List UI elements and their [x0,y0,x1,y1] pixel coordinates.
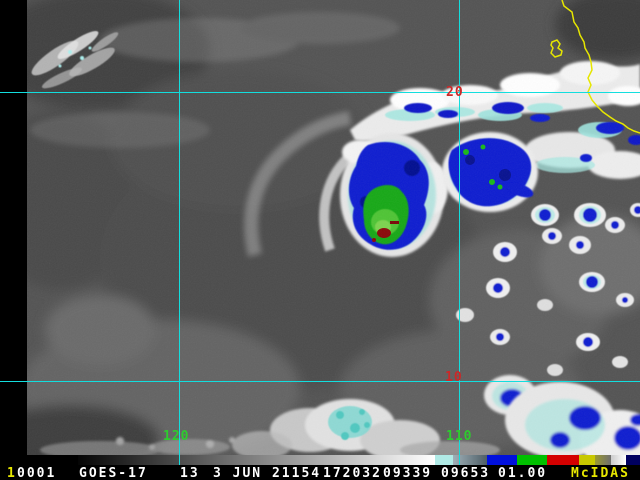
gridline-extension-110w [459,455,460,465]
parallel-10n [0,381,640,382]
colorbar-segment-green-step [517,455,547,465]
meridian-110w [459,0,460,455]
band-number: 13 [180,466,200,480]
latlon-grid-lines [0,0,640,455]
colorbar-segment-olive-ramp [595,455,611,465]
longitude-label-120: 120 [163,429,189,444]
image-grain [27,0,640,455]
frame-number: 1 [7,466,17,480]
colorbar-segment-cyan-step [435,455,453,465]
colorbar-segments [78,455,640,465]
colorbar-segment-red-step [547,455,579,465]
image-date: 3 JUN 21154 [213,466,322,480]
coastal-island [550,39,563,58]
colorbar-segment-white-ramp [611,455,626,465]
image-time: 172032 [323,466,382,480]
colorbar-segment-ir-gray-ramp [78,455,435,465]
satellite-name: GOES-17 [79,466,148,480]
longitude-label-110: 110 [446,429,472,444]
colorbar-segment-yellow-step [579,455,595,465]
meridian-120w [179,0,180,455]
latitude-label-10: 10 [445,370,463,385]
mcidas-brand: McIDAS [571,466,630,480]
nav-field-2: 09653 [441,466,491,480]
colorbar-segment-navy-step [626,455,640,465]
latitude-label-20: 20 [446,85,464,100]
baja-california-coastline [550,0,640,134]
status-bar: 1 0001 GOES-17 13 3 JUN 21154 172032 093… [0,465,640,480]
gridline-extension-120w [179,455,180,465]
colorbar-segment-blue-step [487,455,517,465]
nav-field-1: 09339 [383,466,433,480]
scan-edge-black-strip [0,0,27,455]
image-counter: 0001 [17,466,57,480]
parallel-20n [0,92,640,93]
colorbar-segment-slate-ramp [453,455,487,465]
nav-field-3: 01.00 [498,466,548,480]
